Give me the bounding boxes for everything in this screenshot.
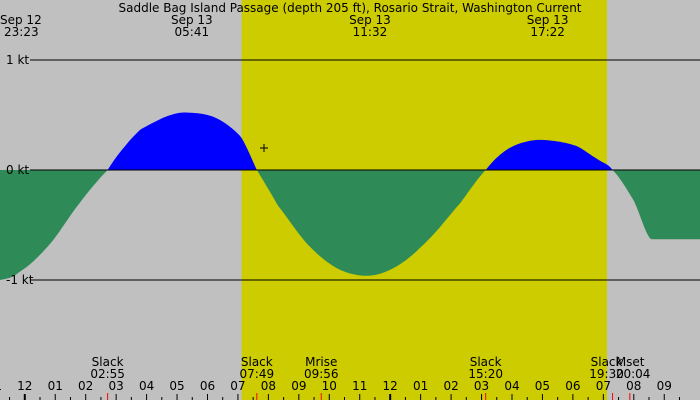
hour-tick-label: 01 xyxy=(48,379,63,393)
ebb-area xyxy=(0,170,108,280)
hour-tick-label: 11 xyxy=(352,379,367,393)
ebb-area xyxy=(612,170,700,240)
hour-tick-label: 06 xyxy=(200,379,215,393)
top-date-label: Sep 12 xyxy=(0,13,42,27)
top-date-label: Sep 13 xyxy=(527,13,569,27)
event-label: Slack xyxy=(92,355,124,369)
y-axis-labels: 1 kt 0 kt -1 kt xyxy=(6,53,34,287)
hour-tick-label: 01 xyxy=(413,379,428,393)
hour-tick-label: 06 xyxy=(565,379,580,393)
event-time-label: 15:20 xyxy=(468,367,503,381)
hour-tick-label: 05 xyxy=(169,379,184,393)
event-label: Slack xyxy=(591,355,623,369)
event-labels: Slack02:55Slack07:49Mrise09:56Slack15:20… xyxy=(90,355,650,400)
hour-tick-label: 02 xyxy=(443,379,458,393)
event-label: Mset xyxy=(616,355,645,369)
hour-tick-label: 10 xyxy=(322,379,337,393)
top-time-label: 23:23 xyxy=(4,25,39,39)
gridlines xyxy=(30,59,700,281)
hour-tick-label: 04 xyxy=(504,379,519,393)
event-time-label: 19:30 xyxy=(589,367,624,381)
hour-tick-label: 05 xyxy=(535,379,550,393)
top-time-label: 11:32 xyxy=(353,25,388,39)
flood-area xyxy=(485,139,613,170)
top-time-label: 05:41 xyxy=(175,25,210,39)
hour-tick-label: 08 xyxy=(626,379,641,393)
top-date-label: Sep 13 xyxy=(349,13,391,27)
y-tick-label: -1 kt xyxy=(6,273,34,287)
hour-tick-label: 12 xyxy=(17,379,32,393)
hour-tick-label: 09 xyxy=(291,379,306,393)
event-label: Slack xyxy=(241,355,273,369)
crosshair-cursor-icon xyxy=(260,144,268,152)
event-time-label: 20:04 xyxy=(616,367,651,381)
hour-tick-label: 03 xyxy=(474,379,489,393)
top-date-label: Sep 13 xyxy=(171,13,213,27)
top-time-label: 17:22 xyxy=(530,25,565,39)
event-label: Mrise xyxy=(305,355,337,369)
hour-tick-label: 04 xyxy=(139,379,154,393)
hour-tick-label: 07 xyxy=(230,379,245,393)
hour-tick-axis: 11 12 01 02 03 04 05 06 07 08 09 10 11 12 01 02 03 04 05 06… xyxy=(0,379,680,400)
hour-tick-label: 03 xyxy=(108,379,123,393)
hour-tick-label: 02 xyxy=(78,379,93,393)
hour-tick-label: 09 xyxy=(657,379,672,393)
y-tick-label: 1 kt xyxy=(6,53,29,67)
event-label: Slack xyxy=(470,355,502,369)
hour-tick-label: 08 xyxy=(261,379,276,393)
event-time-label: 02:55 xyxy=(90,367,125,381)
event-time-label: 07:49 xyxy=(240,367,275,381)
event-time-label: 09:56 xyxy=(304,367,339,381)
flood-area xyxy=(107,112,258,170)
y-tick-label: 0 kt xyxy=(6,163,29,177)
hour-tick-label: 07 xyxy=(596,379,611,393)
hour-tick-label: 11 xyxy=(0,379,2,393)
ebb-area xyxy=(256,170,486,276)
chart-title: Saddle Bag Island Passage (depth 205 ft)… xyxy=(118,1,581,15)
current-areas xyxy=(0,112,700,280)
hour-tick-label: 12 xyxy=(383,379,398,393)
